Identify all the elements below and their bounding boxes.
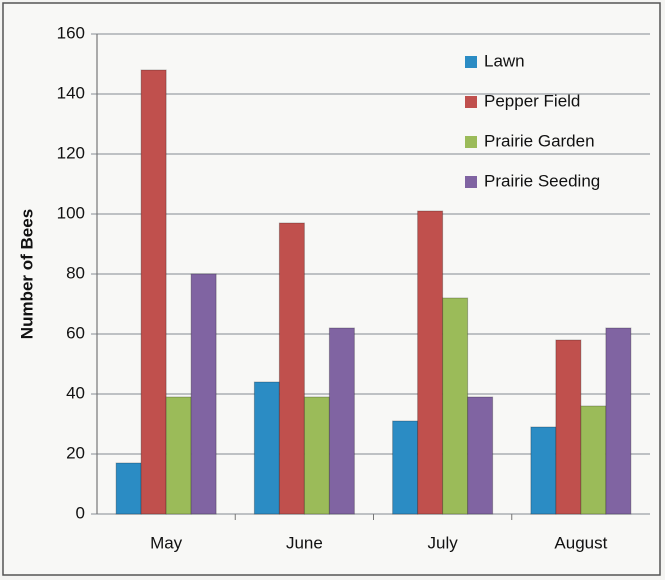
bar	[165, 396, 192, 515]
bar	[467, 396, 494, 515]
y-tick-label: 60	[66, 323, 85, 342]
bar	[417, 210, 444, 515]
bar	[278, 222, 305, 515]
bar	[328, 327, 355, 515]
bar	[605, 327, 632, 515]
x-tick-label: August	[554, 533, 607, 552]
y-tick-label: 140	[57, 83, 85, 102]
y-tick-label: 160	[57, 23, 85, 42]
y-tick-label: 20	[66, 443, 85, 462]
y-tick-label: 40	[66, 383, 85, 402]
legend-label: Prairie Seeding	[484, 171, 600, 190]
bar	[115, 462, 142, 515]
legend-swatch	[465, 136, 477, 148]
bar	[140, 69, 167, 515]
bar	[190, 273, 217, 515]
legend-swatch	[465, 176, 477, 188]
x-tick-label: May	[150, 533, 183, 552]
y-tick-label: 0	[76, 503, 85, 522]
legend-swatch	[465, 96, 477, 108]
legend-swatch	[465, 56, 477, 68]
bar	[253, 381, 280, 515]
bar	[303, 396, 330, 515]
x-tick-label: July	[428, 533, 459, 552]
bar	[530, 426, 557, 515]
y-tick-label: 80	[66, 263, 85, 282]
bar	[392, 420, 419, 515]
legend-label: Prairie Garden	[484, 131, 595, 150]
y-axis-label: Number of Bees	[17, 209, 36, 339]
legend-label: Pepper Field	[484, 91, 580, 110]
legend-label: Lawn	[484, 51, 525, 70]
y-tick-label: 100	[57, 203, 85, 222]
bar	[555, 339, 582, 515]
y-tick-label: 120	[57, 143, 85, 162]
x-tick-label: June	[286, 533, 323, 552]
bar	[442, 297, 469, 515]
bar	[580, 405, 607, 515]
